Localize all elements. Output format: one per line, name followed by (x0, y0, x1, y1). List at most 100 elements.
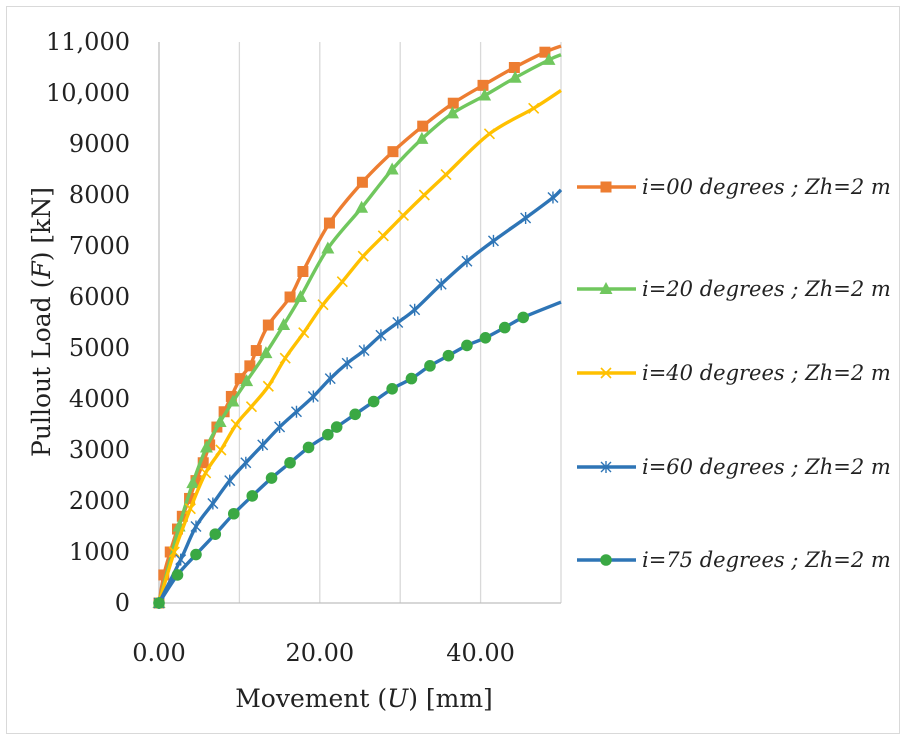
circle-marker (479, 332, 492, 344)
triangle-marker (213, 414, 227, 427)
square-marker (244, 360, 256, 372)
x-tick-label: 20.00 (285, 639, 354, 667)
circle-marker (330, 421, 343, 433)
star-marker (461, 255, 473, 268)
circle-marker (322, 428, 334, 441)
square-marker (250, 345, 262, 357)
triangle-marker (599, 282, 613, 294)
x-marker (245, 401, 258, 413)
square-marker (204, 439, 216, 451)
circle-marker (302, 441, 315, 454)
triangle-marker (240, 374, 254, 387)
y-tick-label: 8000 (69, 181, 130, 209)
x-marker (440, 169, 452, 181)
legend: i=00 degrees ; Zh=2 m i=20 degrees ; Zh=2… (577, 175, 891, 572)
star-marker (435, 278, 447, 291)
star-marker (409, 303, 421, 316)
square-marker (164, 546, 176, 558)
circle-marker (367, 395, 380, 408)
triangle-marker (415, 131, 429, 144)
x-marker (357, 250, 369, 262)
star-marker (274, 421, 286, 434)
circle-marker (265, 472, 278, 484)
x-marker (418, 189, 430, 201)
square-marker (225, 390, 237, 402)
triangle-marker (259, 346, 273, 359)
y-tick-label: 4000 (69, 385, 130, 413)
x-marker (600, 367, 612, 379)
square-marker (356, 176, 368, 188)
circle-marker (284, 456, 296, 469)
triangle-marker (445, 106, 459, 119)
star-marker (190, 520, 202, 533)
triangle-marker (199, 440, 213, 453)
square-marker (447, 97, 459, 109)
x-axis-title: Movement (U) [mm] (235, 684, 493, 713)
square-marker (477, 79, 489, 91)
x-marker (336, 276, 348, 288)
legend-item: i=40 degrees ; Zh=2 m (577, 361, 891, 385)
circle-marker (209, 528, 222, 540)
triangle-marker (355, 200, 369, 213)
legend-label: i=40 degrees ; Zh=2 m (642, 361, 891, 385)
y-tick-label: 1000 (69, 538, 130, 566)
star-marker (224, 474, 236, 487)
triangle-marker (294, 290, 308, 302)
star-marker (375, 329, 387, 342)
star-marker (547, 191, 559, 204)
square-marker (323, 217, 335, 229)
series-3 (153, 188, 563, 609)
square-marker (234, 373, 246, 385)
circle-marker (424, 360, 436, 372)
legend-item: i=20 degrees ; Zh=2 m (577, 277, 891, 301)
square-marker (387, 146, 399, 158)
star-marker (600, 461, 612, 473)
triangle-marker (186, 476, 200, 489)
legend-label: i=60 degrees ; Zh=2 m (642, 455, 891, 479)
triangle-marker (277, 318, 291, 331)
triangle-marker (508, 70, 522, 83)
square-marker (262, 319, 274, 331)
x-marker (528, 102, 540, 114)
triangle-marker (321, 241, 335, 254)
series-2 (153, 89, 562, 609)
triangle-marker (542, 52, 556, 65)
axes (158, 42, 561, 604)
circle-marker (498, 321, 511, 334)
square-marker (218, 406, 230, 418)
y-tick-label: 5000 (69, 334, 130, 362)
square-marker (417, 120, 429, 132)
star-marker (358, 344, 370, 357)
x-marker (168, 546, 180, 558)
square-marker (158, 569, 170, 581)
circle-marker (461, 339, 473, 352)
series-4 (153, 300, 562, 609)
y-tick-label: 0 (115, 589, 130, 617)
star-marker (240, 456, 252, 469)
star-marker (290, 405, 302, 418)
star-marker (175, 553, 187, 566)
legend-item: i=00 degrees ; Zh=2 m (577, 175, 891, 199)
series-layer (152, 44, 563, 609)
x-marker (262, 380, 274, 392)
circle-marker (227, 507, 240, 520)
star-marker (307, 390, 319, 403)
x-marker (317, 299, 329, 311)
x-marker (483, 128, 496, 140)
x-tick-label: 0.00 (132, 639, 185, 667)
star-marker (257, 438, 269, 451)
triangle-marker (385, 162, 399, 175)
circle-marker (442, 349, 455, 362)
y-tick-label: 10,000 (46, 79, 130, 107)
x-marker (184, 503, 196, 515)
star-marker (341, 357, 353, 370)
circle-marker (153, 597, 165, 609)
x-marker (298, 327, 310, 339)
chart-frame (6, 6, 900, 734)
circle-marker (246, 490, 259, 502)
star-marker (207, 497, 219, 510)
square-marker (197, 457, 209, 469)
y-tick-label: 3000 (69, 436, 130, 464)
square-marker (184, 492, 196, 504)
